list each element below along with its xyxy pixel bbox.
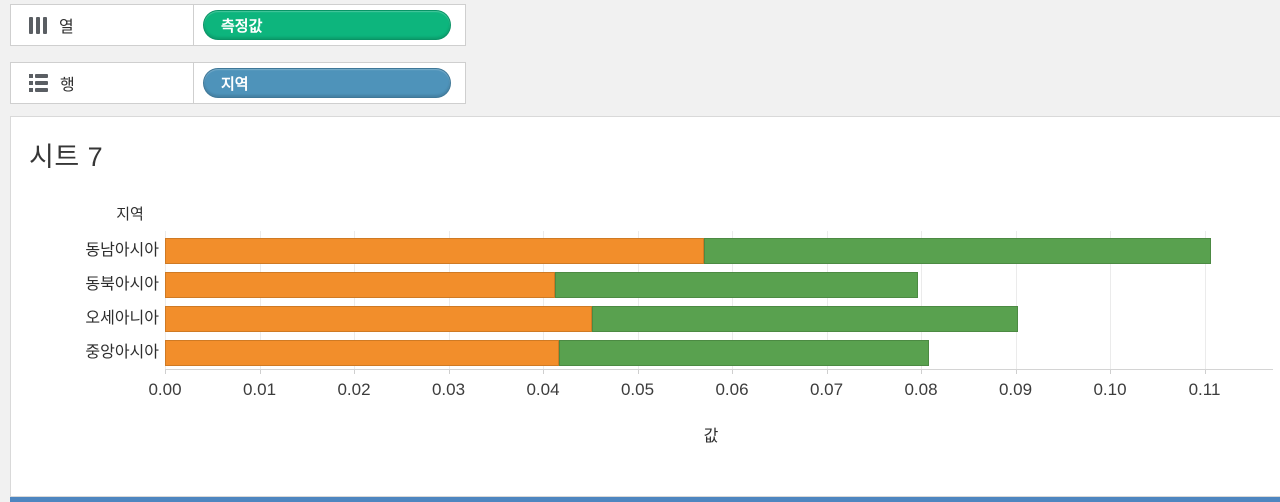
axis-tick-mark xyxy=(826,369,828,374)
x-tick-label: 0.05 xyxy=(620,380,655,399)
x-tick-label: 0.03 xyxy=(431,380,466,399)
bar-segment-measure-1[interactable] xyxy=(165,306,593,332)
x-tick-label: 0.02 xyxy=(337,380,371,399)
axis-tick-mark xyxy=(354,369,355,374)
x-tick-label: 0.01 xyxy=(242,380,277,399)
x-tick-label: 0.08 xyxy=(904,380,938,399)
gridline xyxy=(732,231,733,369)
measure-values-pill[interactable]: 측정값 xyxy=(203,10,451,40)
x-tick-label: 0.10 xyxy=(1093,380,1127,399)
bar-segment-measure-2[interactable] xyxy=(559,340,929,366)
bar-segment-measure-2[interactable] xyxy=(703,238,1212,264)
gridline xyxy=(637,231,639,369)
columns-shelf-header: 열 xyxy=(11,5,194,45)
axis-tick-mark xyxy=(637,369,639,374)
gridline xyxy=(354,231,355,369)
columns-pill-area[interactable]: 측정값 xyxy=(194,5,465,45)
gridline xyxy=(1110,231,1111,369)
panel-bottom-highlight xyxy=(10,497,1280,502)
rows-pill-area[interactable]: 지역 xyxy=(194,63,465,103)
x-axis-title: 값 xyxy=(703,428,719,445)
category-label: 중앙아시아 xyxy=(85,344,159,361)
bar-segment-measure-1[interactable] xyxy=(165,340,560,366)
columns-shelf-label: 열 xyxy=(59,19,74,36)
axis-tick-mark xyxy=(921,369,922,374)
row-field-header: 지역 xyxy=(116,206,144,223)
gridline xyxy=(259,231,261,369)
category-label: 오세아니아 xyxy=(85,310,159,327)
rows-shelf-header: 행 xyxy=(11,63,194,103)
axis-tick-mark xyxy=(165,369,166,374)
worksheet-panel: 시트 7 지역 0.00 0.01 0.02 0.03 0.04 0.05 0.06 0.07… xyxy=(10,116,1280,497)
gridline xyxy=(826,231,828,369)
region-dimension-pill[interactable]: 지역 xyxy=(203,68,451,98)
axis-tick-mark xyxy=(1015,369,1017,374)
category-label: 동남아시아 xyxy=(85,242,159,259)
columns-shelf[interactable]: 열 측정값 xyxy=(10,4,466,46)
gridline xyxy=(543,231,544,369)
gridline xyxy=(165,231,166,369)
gridline xyxy=(1204,231,1206,369)
rows-shelf[interactable]: 행 지역 xyxy=(10,62,466,104)
axis-tick-mark xyxy=(448,369,450,374)
x-tick-label: 0.11 xyxy=(1188,380,1221,399)
x-tick-label: 0.00 xyxy=(148,380,182,399)
x-tick-label: 0.06 xyxy=(715,380,749,399)
rows-icon xyxy=(29,74,48,92)
columns-icon xyxy=(29,16,47,34)
gridline xyxy=(921,231,922,369)
axis-tick-mark xyxy=(1110,369,1111,374)
axis-tick-mark xyxy=(732,369,733,374)
x-tick-label: 0.07 xyxy=(809,380,844,399)
x-tick-label: 0.04 xyxy=(526,380,560,399)
axis-tick-mark xyxy=(1204,369,1206,374)
bar-segment-measure-1[interactable] xyxy=(165,238,704,264)
bar-segment-measure-2[interactable] xyxy=(555,272,919,298)
gridline xyxy=(448,231,450,369)
sheet-title: 시트 7 xyxy=(29,142,104,172)
axis-tick-mark xyxy=(543,369,544,374)
x-tick-label: 0.09 xyxy=(998,380,1033,399)
category-label: 동북아시아 xyxy=(85,276,159,293)
x-axis-line xyxy=(165,369,1273,370)
bar-segment-measure-1[interactable] xyxy=(165,272,556,298)
rows-shelf-label: 행 xyxy=(60,77,75,94)
axis-tick-mark xyxy=(259,369,261,374)
bar-segment-measure-2[interactable] xyxy=(592,306,1019,332)
gridline xyxy=(1015,231,1017,369)
